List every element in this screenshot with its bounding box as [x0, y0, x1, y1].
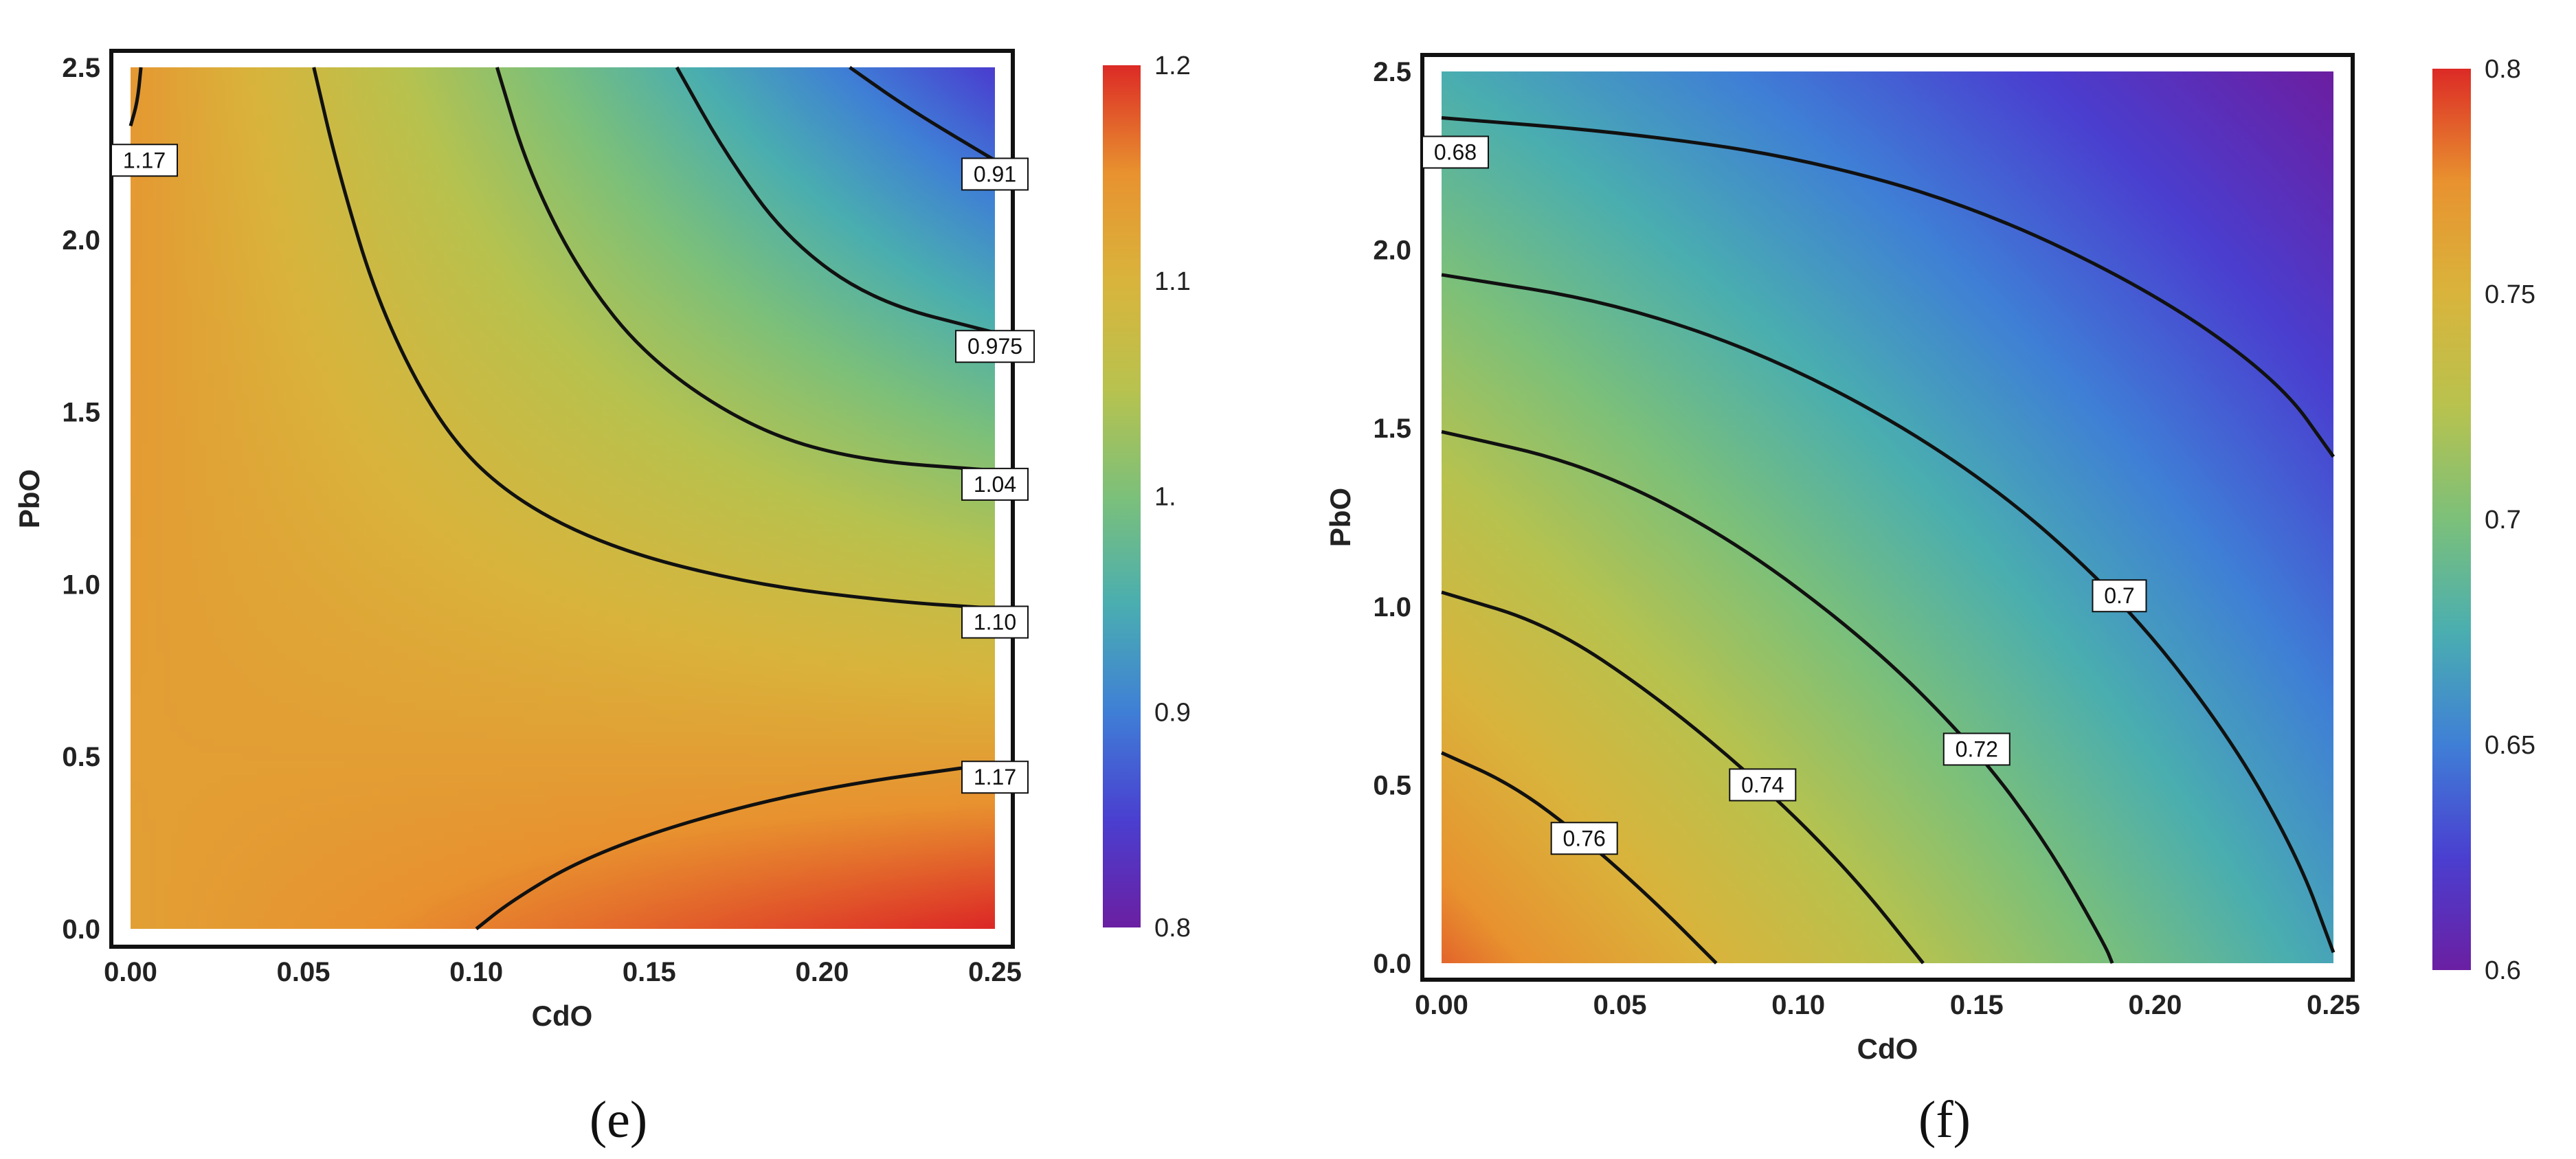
colorbar-tick-label: 1. [1154, 483, 1176, 512]
x-tick-label: 0.25 [968, 957, 1022, 987]
x-tick-label: 0.05 [1593, 990, 1647, 1020]
contour-label-2: 0.975 [956, 330, 1034, 362]
contour-label-1: 0.91 [962, 158, 1028, 190]
y-tick-label: 2.0 [62, 225, 100, 256]
contour-label-3: 0.74 [1729, 769, 1795, 800]
contour-label-5: 1.17 [962, 761, 1028, 793]
x-tick-labels: 0.00 0.05 0.10 0.15 0.20 0.25 [104, 957, 1022, 987]
y-tick-label: 0.0 [62, 914, 100, 945]
y-tick-label: 0.0 [1373, 949, 1411, 979]
colorbar-tick-label: 0.6 [2485, 956, 2521, 985]
y-tick-label: 2.5 [1373, 57, 1411, 87]
colorbar-tick-label: 0.7 [2485, 506, 2521, 535]
contour-label-4: 1.10 [962, 607, 1028, 638]
y-tick-label: 1.5 [1373, 414, 1411, 444]
panel-caption: (f) [1918, 1091, 1971, 1149]
contour-label-text: 1.17 [974, 765, 1016, 789]
x-tick-label: 0.00 [104, 957, 157, 987]
x-tick-label: 0.25 [2307, 990, 2360, 1020]
contour-label-1: 0.7 [2092, 580, 2146, 611]
contour-label-text: 1.17 [123, 148, 166, 172]
x-axis-label: CdO [1857, 1033, 1918, 1065]
x-axis-label: CdO [532, 1000, 593, 1032]
x-tick-label: 0.15 [623, 957, 676, 987]
panel-caption: (e) [590, 1091, 647, 1149]
y-tick-label: 2.0 [1373, 236, 1411, 266]
colorbar [2432, 69, 2471, 970]
x-tick-label: 0.00 [1415, 990, 1468, 1020]
colorbar-tick-labels: 0.8 0.9 1. 1.1 1.2 [1154, 52, 1191, 943]
y-axis-label: PbO [13, 469, 45, 528]
contour-label-2: 0.72 [1944, 733, 2010, 765]
contour-label-0: 1.17 [111, 144, 177, 176]
y-tick-label: 0.5 [1373, 770, 1411, 800]
colorbar [1103, 65, 1141, 927]
y-tick-labels: 0.0 0.5 1.0 1.5 2.0 2.5 [1373, 57, 1411, 979]
colorbar-tick-label: 0.8 [2485, 55, 2521, 84]
colorbar-tick-label: 0.75 [2485, 280, 2535, 309]
contour-label-text: 0.74 [1741, 772, 1784, 797]
contour-label-text: 1.04 [974, 472, 1016, 497]
x-tick-label: 0.10 [449, 957, 503, 987]
y-tick-label: 1.5 [62, 398, 100, 428]
x-tick-labels: 0.00 0.05 0.10 0.15 0.20 0.25 [1415, 990, 2360, 1020]
contour-label-3: 1.04 [962, 469, 1028, 500]
y-tick-labels: 0.0 0.5 1.0 1.5 2.0 2.5 [62, 53, 100, 945]
colorbar-tick-label: 0.65 [2485, 731, 2535, 760]
y-tick-label: 2.5 [62, 53, 100, 83]
contour-label-4: 0.76 [1552, 822, 1617, 854]
contour-label-text: 0.72 [1956, 736, 1998, 761]
contour-label-text: 1.10 [974, 610, 1016, 635]
x-tick-label: 0.05 [277, 957, 331, 987]
y-tick-label: 0.5 [62, 742, 100, 772]
x-tick-label: 0.15 [1950, 990, 2004, 1020]
colorbar-tick-label: 0.9 [1154, 698, 1191, 727]
y-axis-label: PbO [1324, 488, 1356, 547]
contour-label-text: 0.91 [974, 161, 1016, 186]
colorbar-tick-label: 0.8 [1154, 914, 1191, 943]
contour-label-0: 0.68 [1422, 136, 1488, 168]
colorbar-tick-label: 1.2 [1154, 52, 1191, 80]
contour-label-text: 0.975 [967, 334, 1022, 359]
contour-label-text: 0.68 [1434, 139, 1477, 164]
contour-label-text: 0.76 [1563, 826, 1606, 851]
colorbar-tick-label: 1.1 [1154, 267, 1191, 296]
x-tick-label: 0.20 [795, 957, 849, 987]
colorbar-tick-labels: 0.6 0.65 0.7 0.75 0.8 [2485, 55, 2535, 985]
contour-label-text: 0.7 [2104, 583, 2134, 608]
y-tick-label: 1.0 [1373, 592, 1411, 622]
heatmap-field [131, 67, 995, 929]
x-tick-label: 0.10 [1771, 990, 1825, 1020]
panel-f: 0.68 0.7 0.72 0.74 0.76 0.00 0.05 0.10 0.15 0.20… [1324, 55, 2535, 1149]
panel-e: 1.170.910.9751.041.101.17 0.000.050.100.… [13, 51, 1191, 1149]
x-tick-label: 0.20 [2128, 990, 2182, 1020]
y-tick-label: 1.0 [62, 570, 100, 600]
